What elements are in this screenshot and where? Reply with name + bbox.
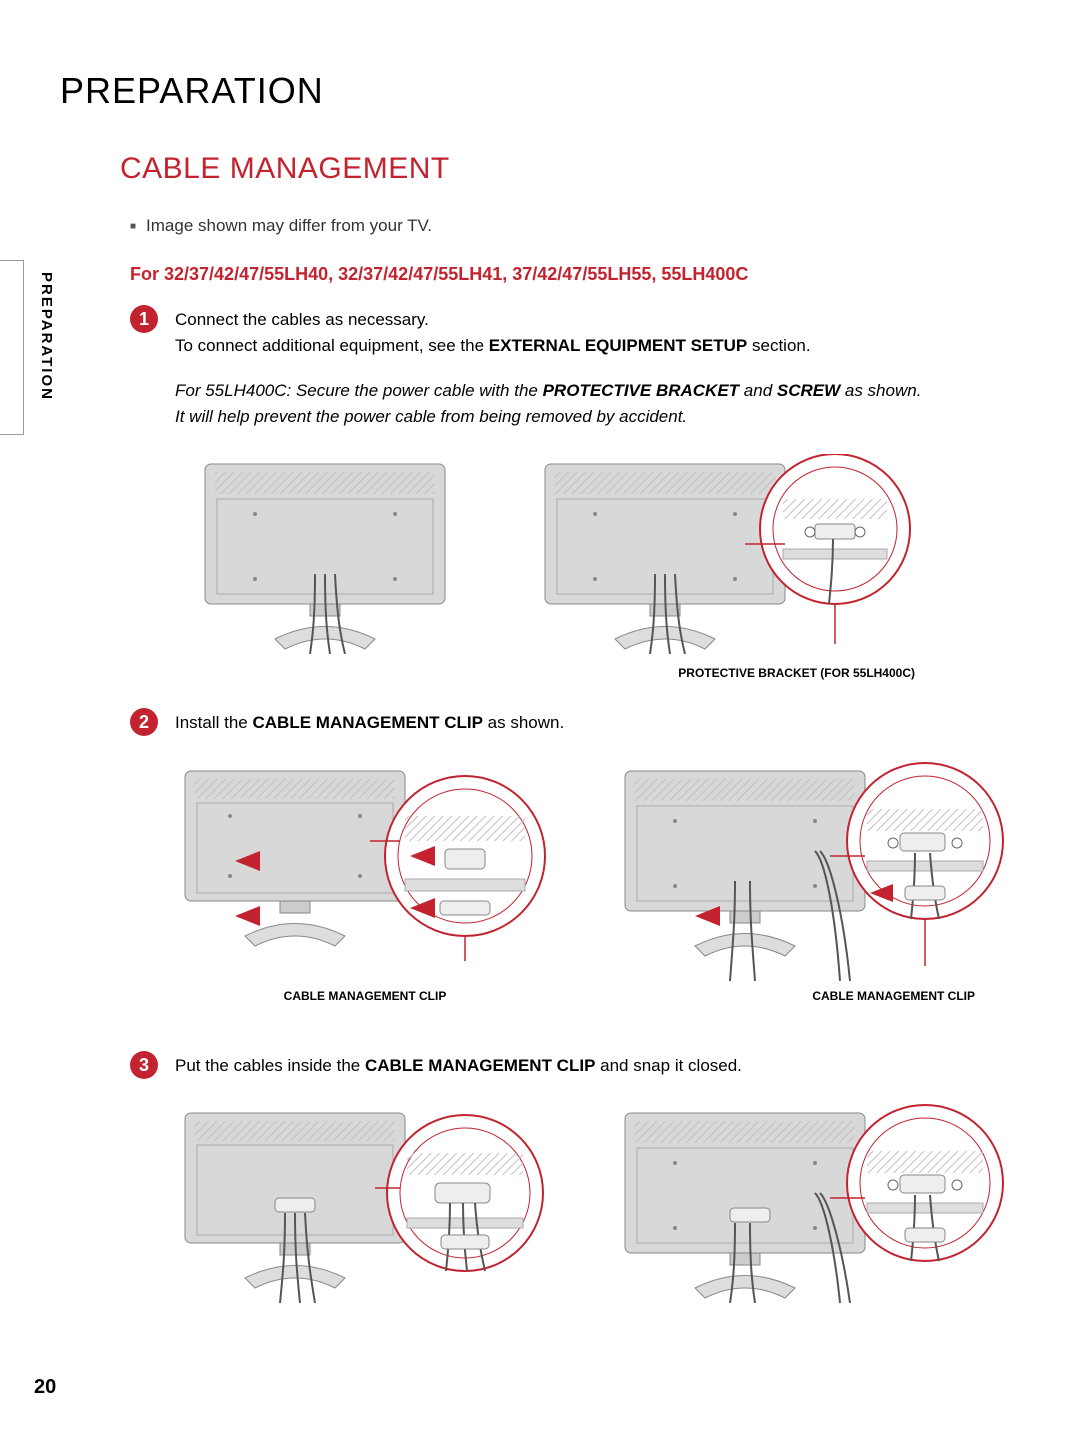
figure-3-right bbox=[615, 1103, 1015, 1303]
step-1-text: Connect the cables as necessary. To conn… bbox=[175, 307, 1020, 429]
step2-a: Install the bbox=[175, 713, 253, 732]
figure-1-left bbox=[175, 454, 475, 680]
step3-b: CABLE MANAGEMENT CLIP bbox=[365, 1056, 595, 1075]
step3-a: Put the cables inside the bbox=[175, 1056, 365, 1075]
figure-2-left: CABLE MANAGEMENT CLIP bbox=[175, 761, 555, 1003]
step-2: 2 Install the CABLE MANAGEMENT CLIP as s… bbox=[130, 710, 1020, 736]
caption-cable-clip-right: CABLE MANAGEMENT CLIP bbox=[615, 989, 975, 1003]
step1-p2c: and bbox=[739, 381, 777, 400]
step1-para2: For 55LH400C: Secure the power cable wit… bbox=[175, 378, 1020, 429]
step1-line1: Connect the cables as necessary. bbox=[175, 310, 429, 329]
page-title: PREPARATION bbox=[60, 70, 1020, 112]
step3-c: and snap it closed. bbox=[595, 1056, 741, 1075]
tv-illustration-2 bbox=[535, 454, 935, 654]
step1-line2a: To connect additional equipment, see the bbox=[175, 336, 489, 355]
step-number-badge: 2 bbox=[130, 708, 158, 736]
caption-cable-clip-left: CABLE MANAGEMENT CLIP bbox=[175, 989, 555, 1003]
step2-c: as shown. bbox=[483, 713, 564, 732]
step1-p2e: as shown. bbox=[840, 381, 921, 400]
step1-p2d: SCREW bbox=[777, 381, 840, 400]
figures-row-3 bbox=[175, 1103, 1020, 1303]
step1-p2b: PROTECTIVE BRACKET bbox=[543, 381, 739, 400]
step-3: 3 Put the cables inside the CABLE MANAGE… bbox=[130, 1053, 1020, 1079]
tv-illustration-6 bbox=[615, 1103, 1015, 1303]
section-title: CABLE MANAGEMENT bbox=[120, 152, 1020, 186]
figure-1-right: PROTECTIVE BRACKET (FOR 55LH400C) bbox=[535, 454, 935, 680]
step-number-badge: 1 bbox=[130, 305, 158, 333]
page-number: 20 bbox=[34, 1376, 56, 1399]
tv-illustration-1 bbox=[175, 454, 475, 654]
caption-protective-bracket: PROTECTIVE BRACKET (FOR 55LH400C) bbox=[535, 666, 915, 680]
step2-b: CABLE MANAGEMENT CLIP bbox=[253, 713, 483, 732]
step-3-text: Put the cables inside the CABLE MANAGEME… bbox=[175, 1053, 1020, 1079]
step1-line2c: section. bbox=[747, 336, 810, 355]
step-number-badge: 3 bbox=[130, 1051, 158, 1079]
page-content: PREPARATION CABLE MANAGEMENT Image shown… bbox=[0, 0, 1080, 1373]
tv-illustration-5 bbox=[175, 1103, 555, 1303]
step1-p2f: It will help prevent the power cable fro… bbox=[175, 407, 687, 426]
tv-illustration-4 bbox=[615, 761, 1015, 981]
figures-row-1: PROTECTIVE BRACKET (FOR 55LH400C) bbox=[175, 454, 1020, 680]
step1-line2b: EXTERNAL EQUIPMENT SETUP bbox=[489, 336, 748, 355]
step-1: 1 Connect the cables as necessary. To co… bbox=[130, 307, 1020, 429]
disclaimer-note: Image shown may differ from your TV. bbox=[130, 216, 1020, 236]
figure-2-right: CABLE MANAGEMENT CLIP bbox=[615, 761, 1015, 1003]
model-list: For 32/37/42/47/55LH40, 32/37/42/47/55LH… bbox=[130, 264, 1020, 285]
step1-p2a: For 55LH400C: Secure the power cable wit… bbox=[175, 381, 543, 400]
figures-row-2: CABLE MANAGEMENT CLIP bbox=[175, 761, 1020, 1003]
figure-3-left bbox=[175, 1103, 555, 1303]
tv-illustration-3 bbox=[175, 761, 555, 981]
step-2-text: Install the CABLE MANAGEMENT CLIP as sho… bbox=[175, 710, 1020, 736]
